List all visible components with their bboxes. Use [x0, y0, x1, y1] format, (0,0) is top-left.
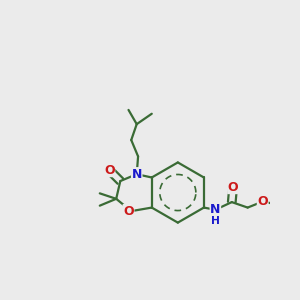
- Text: N: N: [131, 168, 142, 181]
- Text: O: O: [228, 181, 238, 194]
- Text: O: O: [104, 164, 115, 177]
- Text: O: O: [123, 205, 134, 218]
- Text: O: O: [257, 195, 268, 208]
- Text: H: H: [211, 216, 220, 226]
- Text: N: N: [210, 203, 220, 216]
